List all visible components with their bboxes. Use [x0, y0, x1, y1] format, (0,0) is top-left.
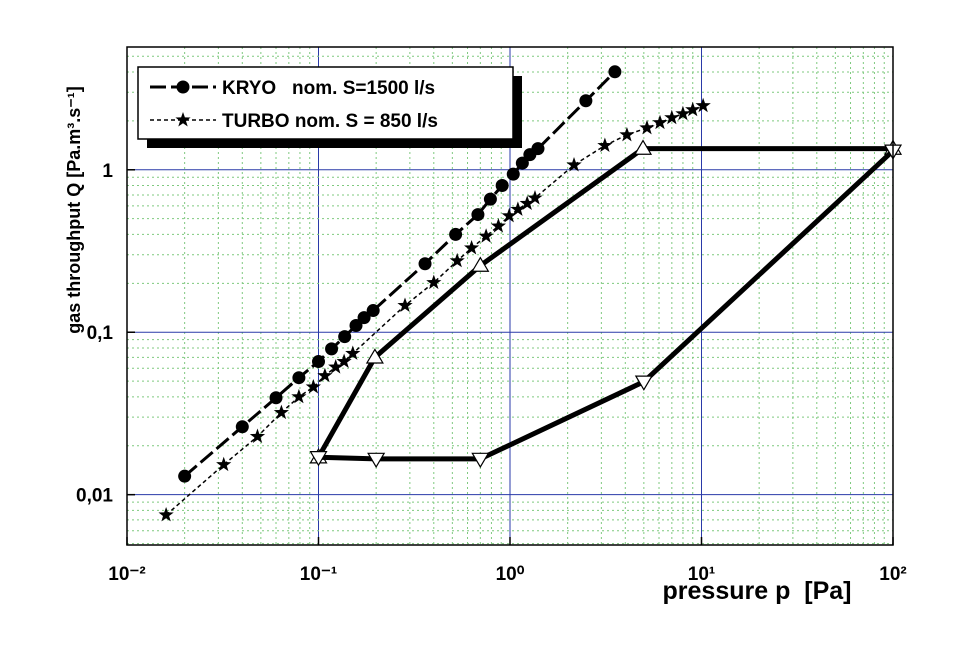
marker — [317, 367, 333, 383]
marker — [471, 452, 490, 469]
marker — [685, 101, 701, 117]
marker — [633, 139, 653, 155]
marker — [367, 452, 386, 469]
y-tick-label: 0,01 — [76, 486, 113, 507]
marker — [312, 355, 325, 369]
grid — [126, 47, 894, 545]
marker — [418, 257, 432, 271]
marker — [506, 167, 520, 181]
marker — [471, 256, 490, 272]
marker — [349, 319, 363, 333]
legend: KRYO nom. S=1500 l/s TURBO nom. S = 850 l… — [137, 66, 522, 148]
marker — [510, 201, 526, 216]
marker — [483, 192, 497, 206]
legend-label: TURBO nom. S = 850 l/s — [222, 111, 438, 132]
marker — [345, 345, 361, 360]
marker — [178, 469, 192, 483]
y-tick-label: 1 — [102, 161, 113, 182]
marker — [519, 195, 535, 210]
marker — [397, 297, 413, 312]
marker — [464, 240, 480, 255]
marker — [309, 451, 328, 467]
marker — [291, 388, 307, 404]
legend-box — [137, 66, 514, 140]
marker — [365, 348, 384, 364]
marker — [158, 507, 174, 522]
marker — [531, 142, 545, 156]
marker — [478, 228, 494, 243]
marker — [619, 126, 635, 142]
marker — [597, 137, 613, 152]
marker — [273, 404, 289, 420]
marker — [366, 304, 380, 318]
marker — [495, 179, 509, 193]
x-tick-label: 10¹ — [688, 564, 715, 585]
marker — [235, 420, 249, 434]
marker — [269, 391, 283, 405]
marker — [652, 114, 668, 130]
x-tick-label: 10⁰ — [496, 564, 525, 585]
marker — [449, 227, 463, 241]
marker — [176, 80, 190, 94]
y-axis-label: gas throughput Q [Pa.m³.s⁻¹] — [64, 86, 84, 334]
marker — [449, 252, 465, 268]
marker — [639, 119, 655, 135]
x-tick-label: 10⁻² — [108, 564, 146, 585]
marker — [501, 207, 517, 223]
marker — [426, 274, 442, 290]
marker — [664, 109, 680, 125]
marker — [216, 456, 232, 472]
marker — [527, 190, 543, 205]
legend-label: KRYO nom. S=1500 l/s — [222, 78, 435, 99]
marker — [634, 375, 653, 391]
plot-area — [158, 65, 903, 522]
marker — [695, 97, 711, 113]
marker — [608, 65, 622, 79]
marker — [566, 157, 582, 172]
marker — [249, 428, 266, 443]
marker — [175, 112, 191, 127]
x-tick-label: 10⁻¹ — [300, 564, 338, 585]
marker — [515, 156, 529, 170]
marker — [675, 105, 691, 121]
marker — [336, 353, 352, 368]
marker — [325, 342, 339, 356]
x-axis-label: pressure p [Pa] — [663, 577, 852, 605]
marker — [338, 330, 352, 344]
marker — [579, 94, 593, 108]
marker — [305, 379, 321, 394]
x-tick-label: 10² — [879, 564, 906, 585]
y-tick-label: 0,1 — [87, 323, 114, 344]
marker — [328, 359, 344, 374]
marker — [490, 218, 506, 233]
marker — [471, 208, 485, 222]
marker — [357, 311, 371, 325]
marker — [292, 371, 306, 385]
